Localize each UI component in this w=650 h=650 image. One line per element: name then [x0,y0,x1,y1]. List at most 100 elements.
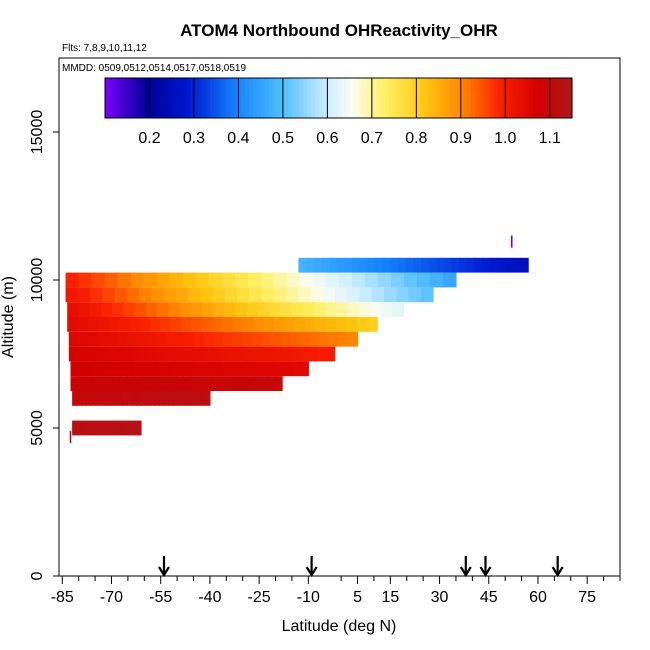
heatmap-cell [191,391,197,406]
heatmap-cell [237,287,250,303]
heatmap-cell [261,287,275,303]
heatmap-cell [139,287,152,303]
colorbar-segment [509,78,515,118]
heatmap-cell [111,420,115,436]
heatmap-cell [156,302,169,317]
heatmap-cell [299,272,314,288]
heatmap-cell [336,257,346,273]
colorbar-segment [513,78,519,118]
colorbar-tick-label: 0.4 [227,130,249,147]
colorbar-segment [194,78,199,118]
colorbar-segment [451,78,456,118]
heatmap-cell [272,346,283,362]
heatmap-cell [131,420,135,436]
colorbar-segment [431,78,437,118]
heatmap-cell [116,331,128,347]
heatmap-cell [408,287,422,303]
heatmap-cell [175,346,185,362]
heatmap-cell [294,317,306,332]
x-tick-label: -25 [248,589,271,606]
colorbar-segment [373,78,378,118]
heatmap-cell [182,391,188,406]
heatmap-cell [505,257,514,273]
heatmap-cell [85,420,89,436]
heatmap-cell [382,257,391,273]
colorbar-tick-label: 0.7 [361,130,383,147]
colorbar-segment [389,78,394,118]
colorbar-segment [412,78,417,118]
colorbar-segment [354,78,359,118]
heatmap-cell [139,346,150,362]
heatmap-cell [512,257,522,273]
colorbar-segment [315,78,320,118]
heatmap-cell [165,361,175,377]
heatmap-cell [310,287,324,303]
colorbar-segment [381,78,386,118]
heatmap-cell [183,376,191,391]
heatmap-cell [98,376,107,391]
colorbar-segment [105,78,110,118]
heatmap-cell [101,420,105,436]
colorbar-segment [186,78,192,118]
heatmap-cell [375,257,384,273]
heatmap-cell [145,331,157,347]
heatmap-cell [428,257,437,273]
flight-arrow [158,556,170,578]
colorbar-segment [268,78,273,118]
heatmap-cell [242,317,254,332]
colorbar-segment [536,78,542,118]
colorbar-segment [365,78,371,118]
colorbar-segment [482,78,487,118]
colorbar-segment [486,78,491,118]
colorbar-segment [307,78,312,118]
colorbar-segment [241,78,246,118]
heatmap-cell [120,420,124,436]
heatmap-cell [130,346,141,362]
heatmap-cell [205,391,211,406]
heatmap-cell [126,376,135,391]
colorbar-segment [237,78,242,118]
heatmap-cell [192,346,203,362]
heatmap-cell [268,302,281,317]
colorbar-segment [505,78,511,118]
heatmap-cell [390,257,399,273]
heatmap-cell [392,302,405,317]
colorbar-segment [478,78,483,118]
heatmap-cell [118,361,127,377]
heatmap-cell [359,287,373,303]
heatmap-cells [65,257,529,436]
heatmap-cell [497,257,506,273]
heatmap-cell [143,272,158,288]
colorbar-segment [128,78,133,118]
heatmap-cell [100,302,113,317]
colorbar-segment [303,78,308,118]
x-tick-label: -55 [149,589,172,606]
y-tick-label: 15000 [29,110,46,155]
heatmap-cell [351,272,366,288]
heatmap-cell [118,420,121,436]
colorbar-segment [470,78,476,118]
colorbar-segment [490,78,495,118]
colorbar-segment [299,78,304,118]
heatmap-cell [114,287,128,303]
colorbar-segment [178,78,184,118]
heatmap-cell [84,376,93,391]
colorbar-segment [564,78,569,118]
heatmap-cell [260,376,269,391]
colorbar-segment [357,78,363,118]
heatmap-cell [127,391,133,406]
heatmap-cell [244,361,254,377]
heatmap-cell [133,361,143,377]
heatmap-cell [304,317,316,332]
colorbar-segment [116,78,122,118]
heatmap-cell [175,287,189,303]
heatmap-cell [92,420,96,436]
heatmap-cell [325,302,337,317]
heatmap-cell [78,331,89,347]
heatmap-cell [234,272,249,288]
heatmap-cell [205,361,214,377]
heatmap-cell [284,317,296,332]
heatmap-cell [122,420,126,436]
heatmap-cell [313,257,323,273]
flight-arrow [459,556,472,578]
